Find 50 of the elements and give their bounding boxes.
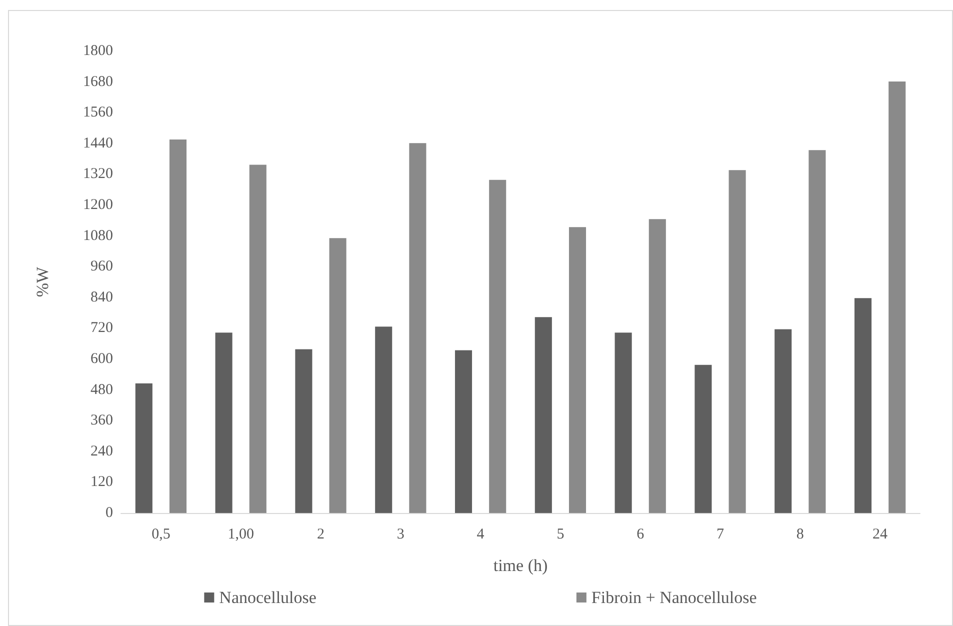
bar <box>454 350 472 513</box>
legend-label: Nanocellulose <box>219 588 316 607</box>
bar <box>329 238 346 513</box>
y-tick-label: 1800 <box>83 43 113 59</box>
bar <box>489 180 506 513</box>
bar <box>249 164 266 513</box>
bar <box>169 140 187 513</box>
bar <box>135 383 152 513</box>
y-tick-label: 480 <box>90 382 113 398</box>
bar <box>774 329 792 513</box>
bar <box>648 219 666 513</box>
y-tick-label: 120 <box>90 474 113 490</box>
y-tick-label: 1320 <box>83 166 113 182</box>
y-tick-label: 1560 <box>83 104 113 121</box>
bar <box>295 349 312 513</box>
y-tick-label: 1440 <box>83 135 113 152</box>
y-tick-label: 1680 <box>83 74 113 90</box>
bar <box>808 150 826 513</box>
x-tick-label: 0,5 <box>152 526 170 542</box>
bar <box>534 317 552 513</box>
x-axis-title: time (h) <box>493 556 548 575</box>
x-tick-label: 3 <box>396 526 404 542</box>
y-tick-label: 720 <box>90 320 113 336</box>
x-tick-label: 8 <box>796 526 804 542</box>
y-tick-label: 1080 <box>83 228 113 244</box>
bar <box>694 364 712 513</box>
x-tick-label: 1,00 <box>228 526 254 542</box>
y-tick-label: 960 <box>90 258 113 275</box>
x-tick-label: 2 <box>317 526 324 542</box>
y-tick-label: 840 <box>90 289 113 306</box>
x-tick-label: 4 <box>476 526 485 542</box>
bar <box>568 227 586 513</box>
bar <box>888 82 906 513</box>
bar <box>409 143 426 513</box>
y-tick-label: 360 <box>90 412 113 429</box>
bar <box>375 326 392 513</box>
y-tick-label: 0 <box>106 505 113 521</box>
y-tick-label: 1200 <box>83 197 113 213</box>
legend-label: Fibroin + Nanocellulose <box>591 588 757 607</box>
x-tick-label: 5 <box>556 526 564 542</box>
x-tick-label: 24 <box>872 526 888 542</box>
x-tick-label: 7 <box>716 526 724 542</box>
y-axis-title: %W <box>33 266 52 298</box>
bar <box>215 332 232 513</box>
bar <box>854 298 872 513</box>
bar <box>728 170 746 513</box>
x-tick-label: 6 <box>636 526 645 542</box>
y-tick-label: 600 <box>90 351 113 367</box>
y-tick-label: 240 <box>90 443 113 460</box>
bar <box>614 332 632 513</box>
